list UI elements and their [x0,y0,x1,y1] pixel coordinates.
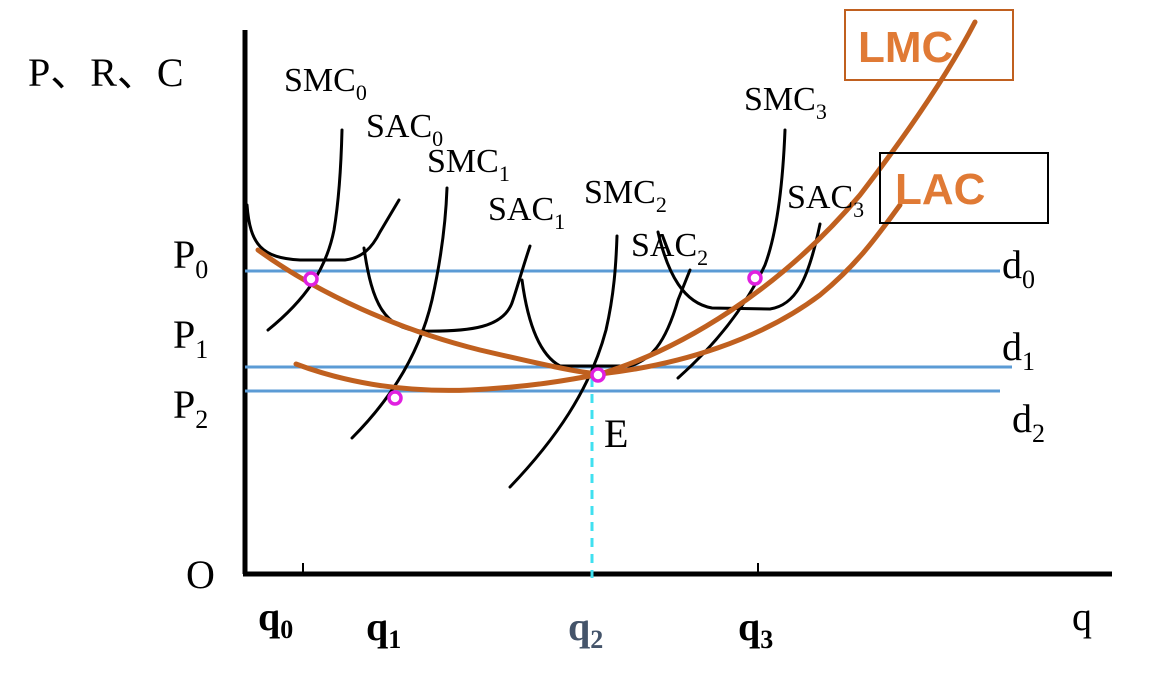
lac-label: LAC [895,165,985,214]
sac2-label: SAC2 [631,227,708,270]
point-p2-q1-marker [387,390,403,406]
p2-label: P2 [173,382,208,434]
lac-label-box [879,152,1049,224]
smc2-label: SMC2 [584,174,667,217]
smc0-curve [266,128,344,332]
d0-label: d0 [1002,242,1035,294]
q1-label: q1 [366,604,401,654]
origin-label: O [186,552,215,597]
sac0-curve [245,198,401,262]
y-axis-label: P、R、C [28,50,184,95]
sac2-curve [520,268,692,368]
p0-label: P0 [173,232,208,284]
lmc-label-box [844,9,1014,81]
lmc-curve [293,19,978,393]
p1-label: P1 [173,312,208,364]
smc3-label: SMC3 [744,81,827,124]
smc1-label: SMC1 [427,143,510,186]
x-axis-label: q [1072,594,1092,639]
d1-label: d1 [1002,324,1035,376]
sac1-label: SAC1 [488,191,565,234]
smc2-curve [508,234,619,489]
q3-label: q3 [738,604,773,654]
lmc-label: LMC [858,23,953,72]
d2-label: d2 [1012,396,1045,448]
smc3-curve [676,128,787,380]
point-p0-q0-marker [303,271,319,287]
smc0-label: SMC0 [284,62,367,105]
point-p0-q3-marker [747,270,763,286]
lac-curve [255,202,903,377]
sac1-curve [362,244,532,333]
q2-label: q2 [568,604,603,654]
q0-label: q0 [258,594,293,644]
smc1-curve [350,186,449,440]
sac3-label: SAC3 [787,179,864,222]
sac0-label: SAC0 [366,108,443,151]
point-e-marker [590,367,606,383]
equilibrium-label: E [604,411,628,456]
